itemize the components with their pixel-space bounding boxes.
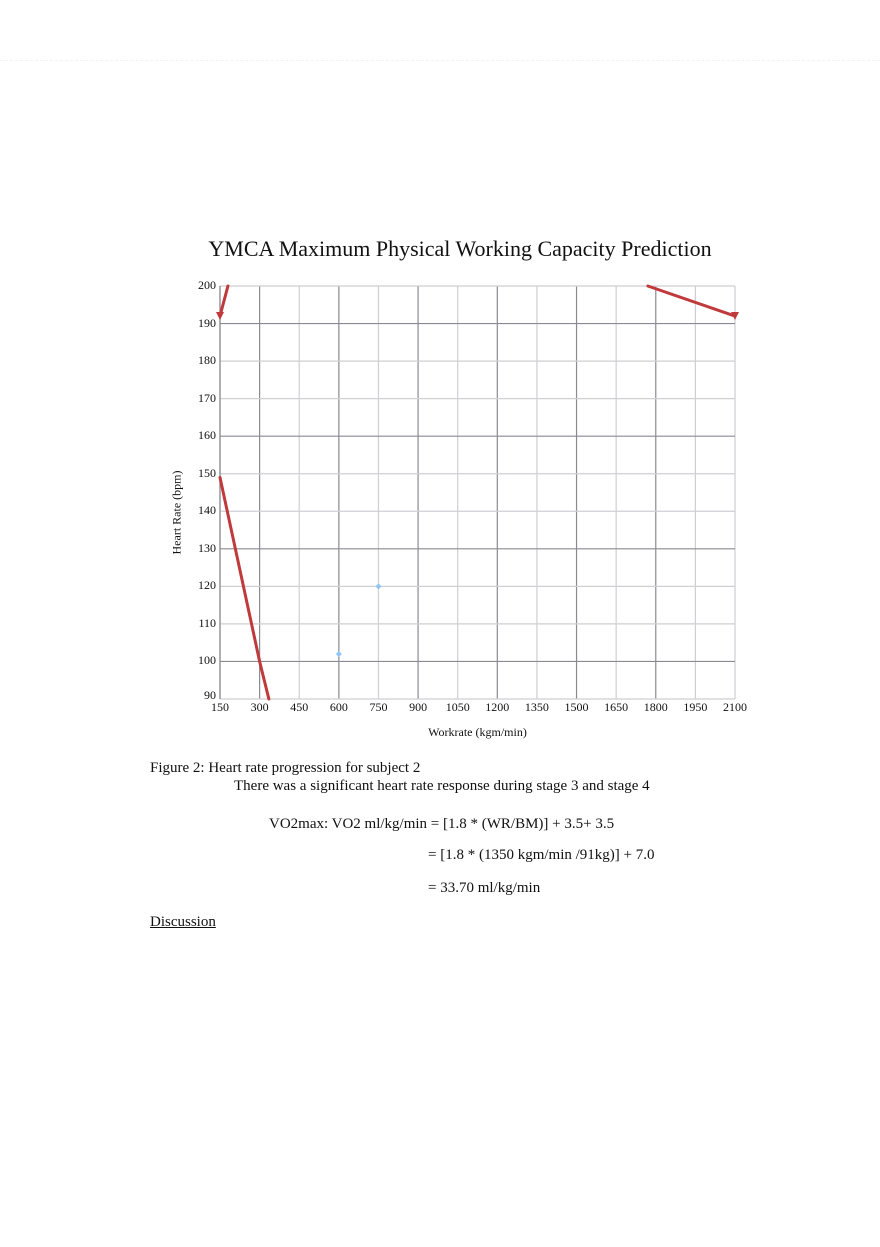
y-axis-label: Heart Rate (bpm) [169, 470, 184, 555]
x-tick-label: 900 [409, 700, 428, 714]
x-tick-label: 300 [250, 700, 269, 714]
x-tick-label: 2100 [723, 700, 747, 714]
chart-plot-area [216, 284, 739, 701]
y-tick-label: 110 [198, 615, 216, 630]
x-tick-label: 1650 [604, 700, 629, 714]
equation-line-2: = [1.8 * (1350 kgm/min /91kg)] + 7.0 [428, 847, 655, 863]
y-tick-label: 170 [198, 390, 216, 405]
discussion-heading: Discussion [150, 914, 216, 930]
chart-title: YMCA Maximum Physical Working Capacity P… [208, 236, 712, 261]
x-tick-label: 1350 [524, 700, 549, 714]
y-tick-label: 160 [198, 428, 216, 443]
x-tick-label: 150 [211, 700, 229, 714]
equation-line-1: VO2max: VO2 ml/kg/min = [1.8 * (WR/BM)] … [269, 816, 615, 832]
y-tick-label: 120 [198, 578, 216, 593]
arrow-marker-icon [731, 312, 739, 321]
x-tick-label: 600 [329, 700, 348, 714]
y-tick-label: 130 [198, 540, 216, 555]
trend-line [218, 284, 230, 318]
arrow-marker-icon [216, 312, 224, 321]
y-tick-label: 200 [198, 278, 216, 292]
y-tick-label: 100 [198, 653, 216, 668]
x-tick-label: 450 [290, 700, 309, 714]
x-tick-label: 1950 [683, 700, 708, 714]
x-tick-label: 750 [369, 700, 388, 714]
y-tick-label: 140 [198, 503, 216, 518]
x-tick-label: 1500 [564, 700, 589, 714]
faint-divider [0, 60, 880, 61]
trend-line [646, 284, 737, 318]
figure-note: There was a significant heart rate respo… [234, 778, 650, 794]
data-point [335, 650, 342, 657]
x-tick-label: 1200 [485, 700, 510, 714]
y-tick-label: 150 [198, 465, 216, 480]
x-tick-label: 1800 [643, 700, 668, 714]
y-tick-label: 180 [198, 353, 216, 368]
y-tick-label: 90 [204, 688, 216, 702]
y-tick-label: 190 [198, 315, 216, 330]
figure-caption: Figure 2: Heart rate progression for sub… [150, 760, 421, 776]
data-point [375, 583, 382, 590]
equation-line-3: = 33.70 ml/kg/min [428, 880, 541, 896]
x-axis-label: Workrate (kgm/min) [428, 725, 527, 739]
trend-line [218, 475, 271, 701]
x-tick-label: 1050 [445, 700, 470, 714]
